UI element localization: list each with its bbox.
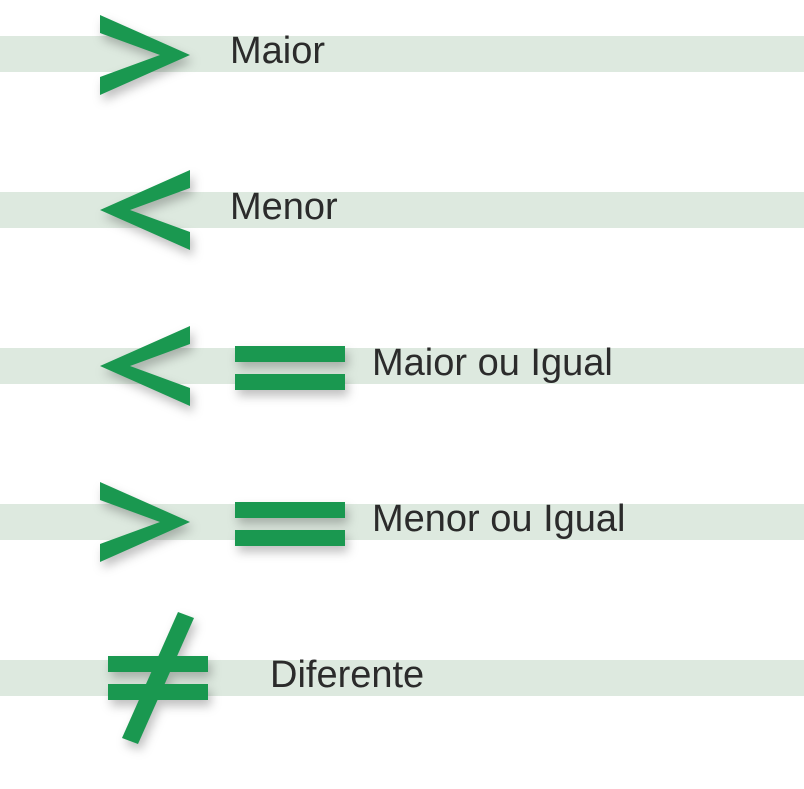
label-menor_ou_igual: Menor ou Igual — [372, 498, 626, 541]
label-diferente: Diferente — [270, 654, 424, 697]
gt-icon — [90, 5, 200, 110]
label-maior_ou_igual: Maior ou Igual — [372, 342, 613, 385]
neq-icon — [100, 608, 220, 753]
label-menor: Menor — [230, 186, 338, 229]
label-maior: Maior — [230, 30, 325, 73]
lte-icon — [90, 316, 350, 421]
lt-icon — [90, 160, 200, 265]
gte-icon — [90, 472, 350, 577]
